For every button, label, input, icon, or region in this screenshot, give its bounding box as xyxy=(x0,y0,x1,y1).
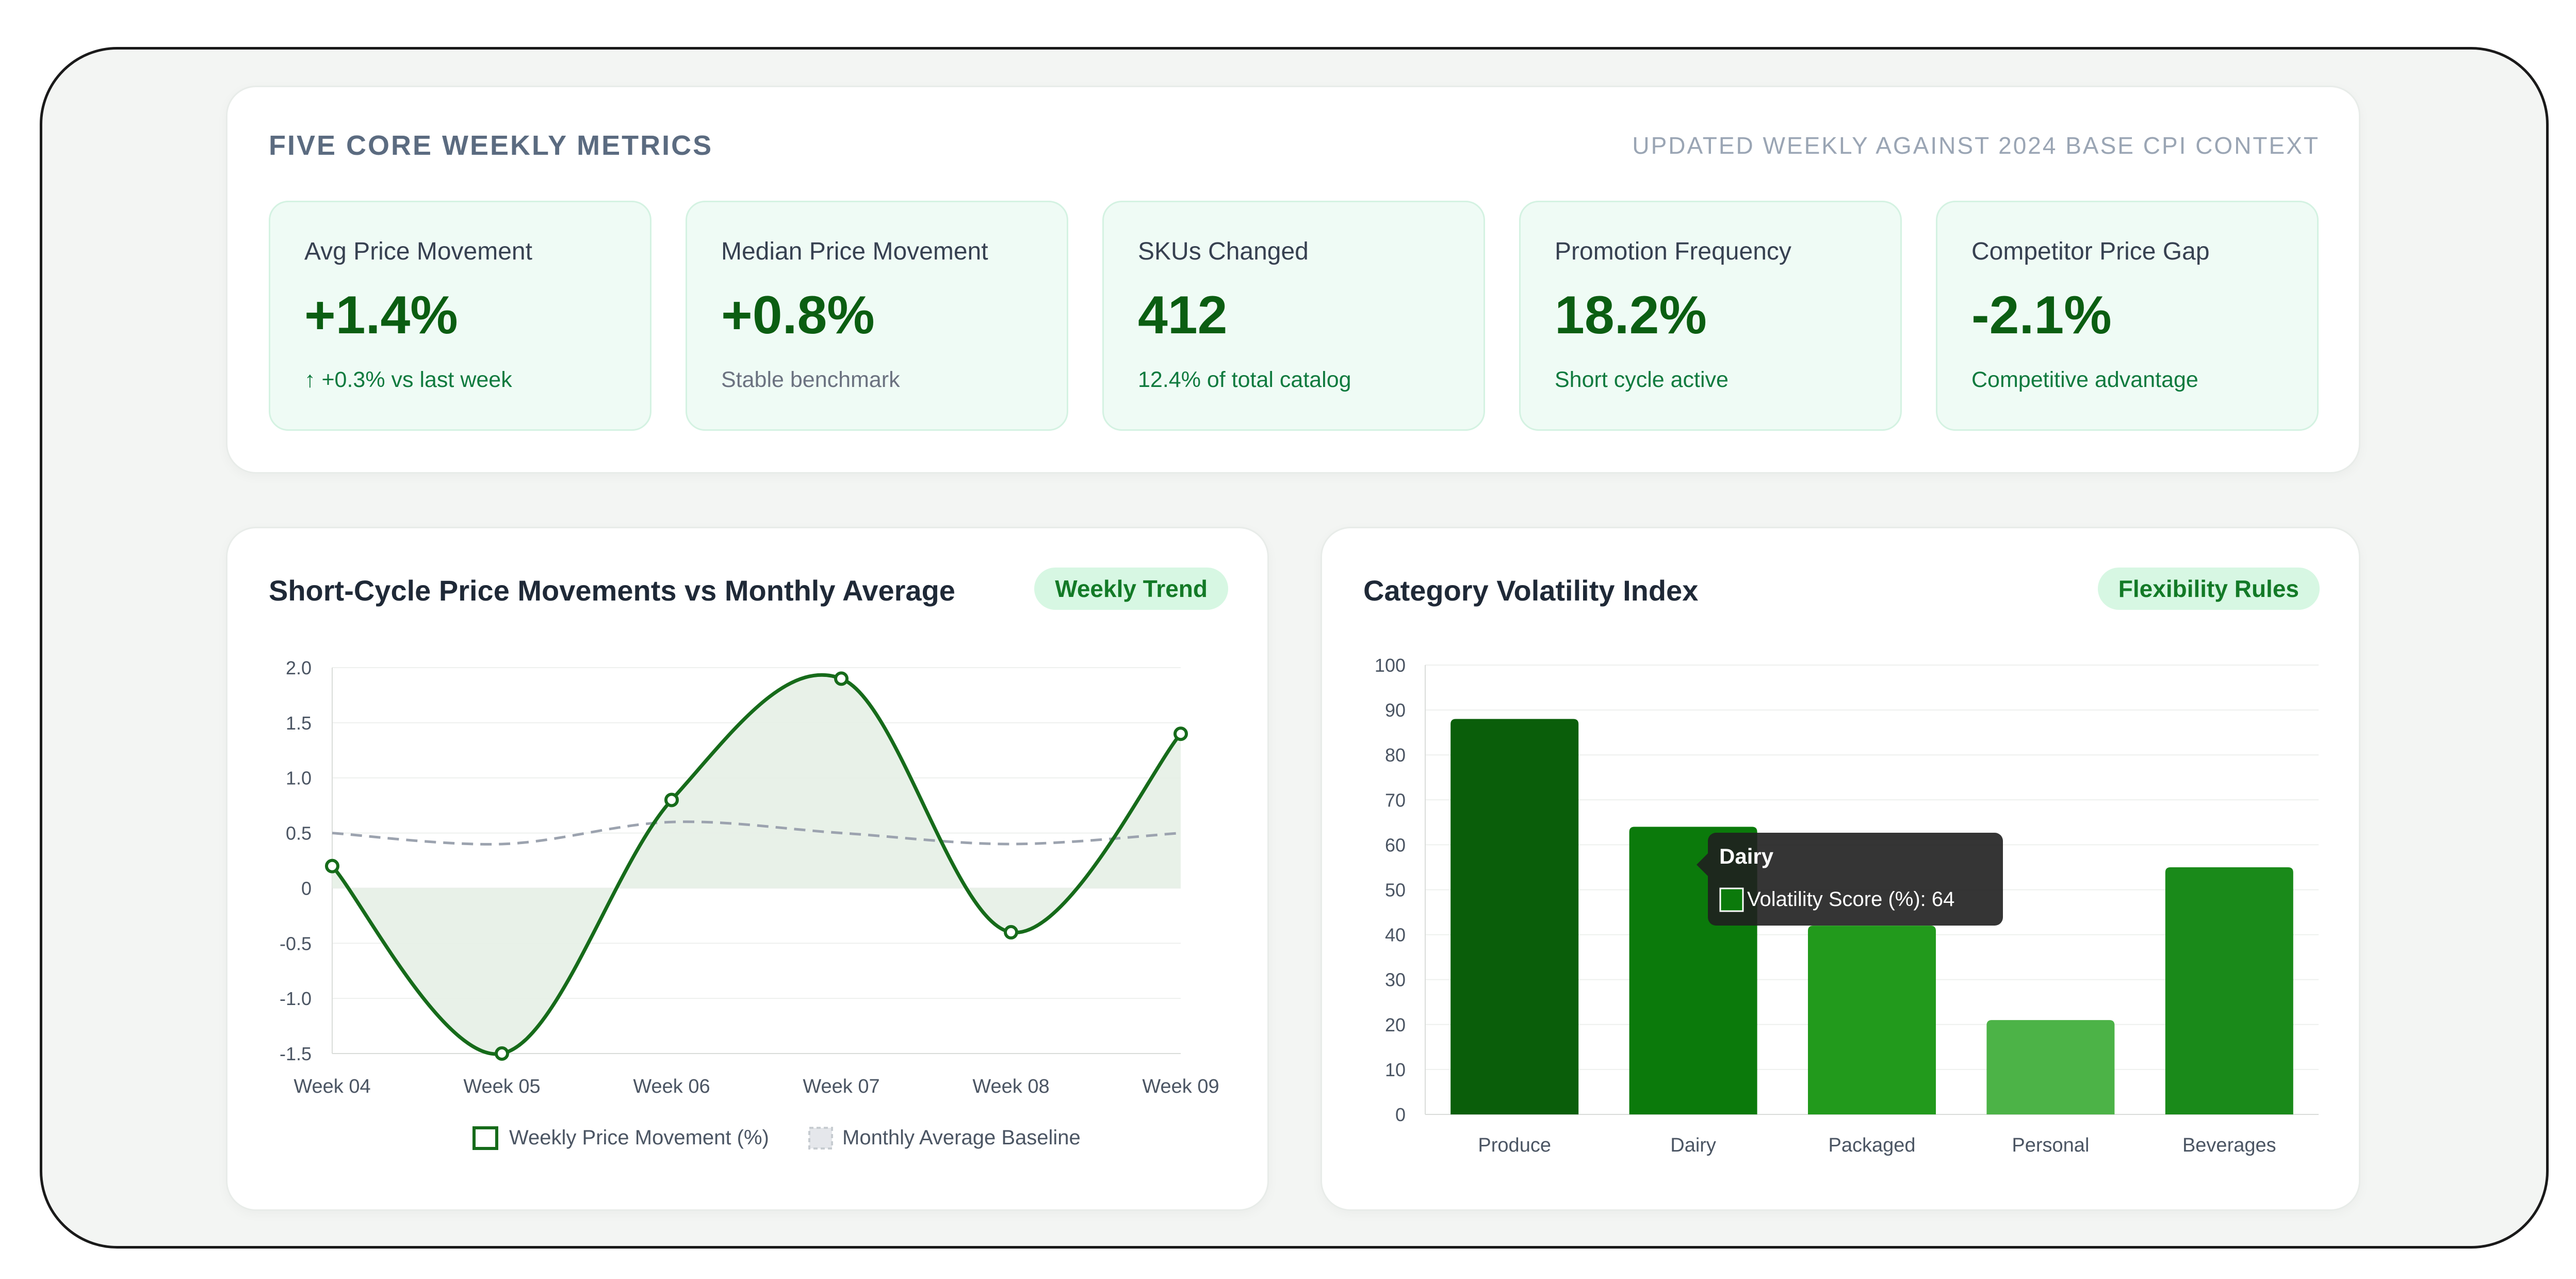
y-tick-label: 2.0 xyxy=(286,657,312,678)
data-point xyxy=(325,859,339,873)
bar-personal xyxy=(1986,1020,2115,1114)
kpi-skus-changed[interactable]: SKUs Changed 412 12.4% of total catalog xyxy=(1102,201,1485,431)
line-chart-title: Short-Cycle Price Movements vs Monthly A… xyxy=(269,574,955,607)
legend-label-baseline: Monthly Average Baseline xyxy=(842,1126,1081,1149)
y-tick-label: 0 xyxy=(301,878,312,899)
y-tick-label: 0 xyxy=(1395,1104,1406,1125)
y-tick-label: 60 xyxy=(1385,834,1406,855)
x-tick-label: Week 04 xyxy=(294,1076,370,1097)
line-chart-card: Short-Cycle Price Movements vs Monthly A… xyxy=(226,527,1269,1211)
kpi-label: SKUs Changed xyxy=(1138,238,1309,265)
y-tick-label: 50 xyxy=(1385,880,1406,901)
kpi-sub: 12.4% of total catalog xyxy=(1138,367,1351,392)
kpi-median-price-movement[interactable]: Median Price Movement +0.8% Stable bench… xyxy=(686,201,1068,431)
tooltip-box xyxy=(1708,833,2003,926)
y-tick-label: -0.5 xyxy=(280,933,312,954)
y-tick-label: 30 xyxy=(1385,969,1406,991)
y-tick-label: 20 xyxy=(1385,1014,1406,1035)
tooltip-text: Volatility Score (%): 64 xyxy=(1747,888,1954,911)
bar-produce xyxy=(1450,719,1579,1114)
x-tick-label: Week 06 xyxy=(633,1076,710,1097)
bar-beverages xyxy=(2165,867,2293,1114)
data-point xyxy=(664,792,679,807)
kpi-sub: ↑ +0.3% vs last week xyxy=(304,367,512,392)
x-tick-label: Week 08 xyxy=(972,1076,1049,1097)
x-tick-label: Produce xyxy=(1478,1135,1551,1156)
kpi-label: Competitor Price Gap xyxy=(1971,238,2210,265)
weekly-price-line xyxy=(331,673,1182,1056)
metrics-note: UPDATED WEEKLY AGAINST 2024 BASE CPI CON… xyxy=(1632,132,2320,159)
y-tick-label: 1.0 xyxy=(286,768,312,789)
kpi-sub: Competitive advantage xyxy=(1971,367,2198,392)
x-tick-label: Week 09 xyxy=(1142,1076,1219,1097)
y-tick-label: 10 xyxy=(1385,1059,1406,1080)
x-tick-label: Week 07 xyxy=(803,1076,879,1097)
bar-chart-title: Category Volatility Index xyxy=(1363,574,1699,607)
tooltip: Dairy Volatility Score (%): 64 xyxy=(1697,833,2003,926)
legend-swatch-weekly xyxy=(472,1126,498,1150)
data-point xyxy=(1173,726,1188,741)
weekly-trend-badge: Weekly Trend xyxy=(1034,568,1228,610)
metrics-card: FIVE CORE WEEKLY METRICS UPDATED WEEKLY … xyxy=(226,86,2360,474)
y-tick-label: 40 xyxy=(1385,925,1406,946)
kpi-label: Median Price Movement xyxy=(721,238,988,265)
y-tick-label: 70 xyxy=(1385,789,1406,811)
x-tick-label: Personal xyxy=(2012,1135,2089,1156)
area-fill xyxy=(332,675,1181,1055)
tooltip-caret xyxy=(1697,853,1708,876)
data-point xyxy=(1004,925,1018,940)
y-tick-label: 90 xyxy=(1385,700,1406,721)
y-tick-label: -1.0 xyxy=(280,988,312,1009)
y-tick-label: 0.5 xyxy=(286,823,312,844)
kpi-value: +0.8% xyxy=(721,285,875,345)
kpi-sub: Short cycle active xyxy=(1555,367,1729,392)
tooltip-title: Dairy xyxy=(1719,844,1774,868)
flexibility-rules-badge: Flexibility Rules xyxy=(2097,568,2320,610)
kpi-label: Promotion Frequency xyxy=(1555,238,1791,265)
kpi-value: 412 xyxy=(1138,285,1228,345)
bar-chart-card: Category Volatility Index Flexibility Ru… xyxy=(1320,527,2360,1211)
dashboard-frame: FIVE CORE WEEKLY METRICS UPDATED WEEKLY … xyxy=(40,47,2549,1249)
y-tick-label: 1.5 xyxy=(286,713,312,734)
bar-packaged xyxy=(1808,926,1936,1114)
legend-label-weekly: Weekly Price Movement (%) xyxy=(509,1126,769,1149)
x-tick-label: Beverages xyxy=(2182,1135,2276,1156)
kpi-value: -2.1% xyxy=(1971,285,2112,345)
kpi-value: 18.2% xyxy=(1555,285,1707,345)
y-tick-label: 100 xyxy=(1375,655,1406,676)
kpi-avg-price-movement[interactable]: Avg Price Movement +1.4% ↑ +0.3% vs last… xyxy=(269,201,651,431)
y-tick-label: -1.5 xyxy=(280,1043,312,1064)
y-tick-label: 80 xyxy=(1385,744,1406,766)
data-point xyxy=(834,671,849,686)
tooltip-swatch xyxy=(1719,887,1744,912)
x-tick-label: Packaged xyxy=(1828,1135,1915,1156)
line-chart: 2.0 1.5 1.0 0.5 0 -0.5 -1.0 -1.5 Week 04 Week 05 W… xyxy=(280,657,1219,1150)
x-tick-label: Week 05 xyxy=(463,1076,540,1097)
kpi-value: +1.4% xyxy=(304,285,458,345)
x-tick-label: Dairy xyxy=(1670,1135,1716,1156)
kpi-competitor-price-gap[interactable]: Competitor Price Gap -2.1% Competitive a… xyxy=(1936,201,2319,431)
kpi-label: Avg Price Movement xyxy=(304,238,532,265)
kpi-promotion-frequency[interactable]: Promotion Frequency 18.2% Short cycle ac… xyxy=(1519,201,1902,431)
data-point xyxy=(495,1046,509,1061)
metrics-title: FIVE CORE WEEKLY METRICS xyxy=(269,130,713,161)
legend-swatch-baseline xyxy=(808,1127,833,1150)
kpi-sub: Stable benchmark xyxy=(721,367,900,392)
